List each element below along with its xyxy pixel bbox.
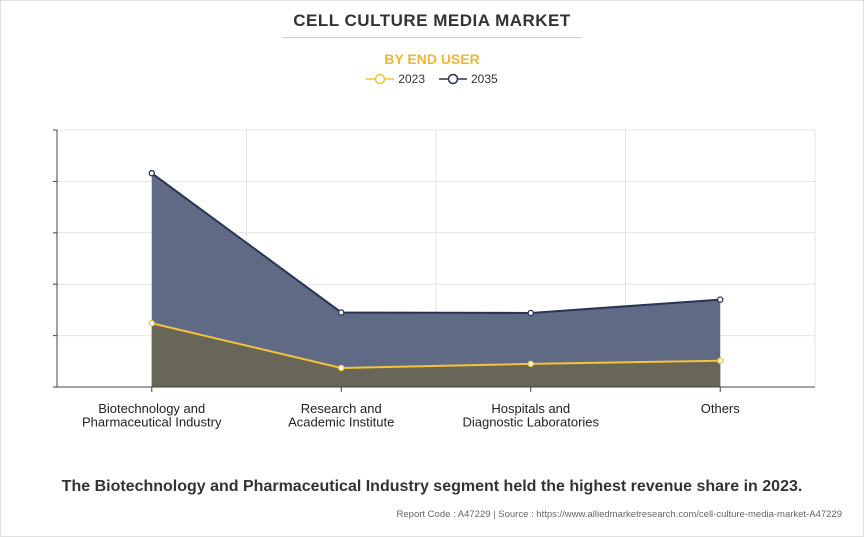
x-tick-label-2-0: Hospitals and (491, 401, 570, 416)
x-tick-label-3-0: Others (701, 401, 741, 416)
chart-subtitle: BY END USER (384, 51, 480, 67)
area-2035 (151, 173, 721, 387)
x-tick-label-0-0: Biotechnology and (98, 401, 205, 416)
x-tick-label-1-1: Academic Institute (288, 415, 394, 430)
legend-marker-2035 (439, 73, 467, 85)
legend-label-2023: 2023 (398, 72, 425, 86)
chart-title: CELL CULTURE MEDIA MARKET (293, 11, 571, 30)
x-tick-label-0-1: Pharmaceutical Industry (82, 415, 222, 430)
legend: 2023 2035 (0, 72, 864, 86)
point-2035-3 (717, 296, 724, 303)
point-2023-3 (717, 357, 724, 365)
source-citation: Report Code : A47229 | Source : https://… (396, 509, 842, 520)
point-2035-1 (337, 309, 345, 316)
legend-label-2035: 2035 (471, 72, 498, 86)
legend-marker-2023 (366, 73, 395, 85)
summary-headline: The Biotechnology and Pharmaceutical Ind… (61, 478, 803, 495)
area-2023 (151, 323, 721, 387)
point-2035-0 (148, 169, 155, 177)
legend-item-2035[interactable]: 2035 (439, 72, 498, 86)
point-2023-1 (337, 364, 345, 372)
title-divider (282, 37, 582, 38)
x-tick-label-2-1: Diagnostic Laboratories (462, 415, 599, 430)
x-tick-label-1-0: Research and (301, 401, 382, 416)
line-2035 (151, 172, 721, 314)
legend-item-2023[interactable]: 2023 (366, 72, 425, 86)
point-2035-2 (527, 309, 535, 317)
point-2023-0 (148, 320, 155, 327)
point-2023-2 (527, 360, 535, 368)
line-2023 (151, 322, 721, 369)
